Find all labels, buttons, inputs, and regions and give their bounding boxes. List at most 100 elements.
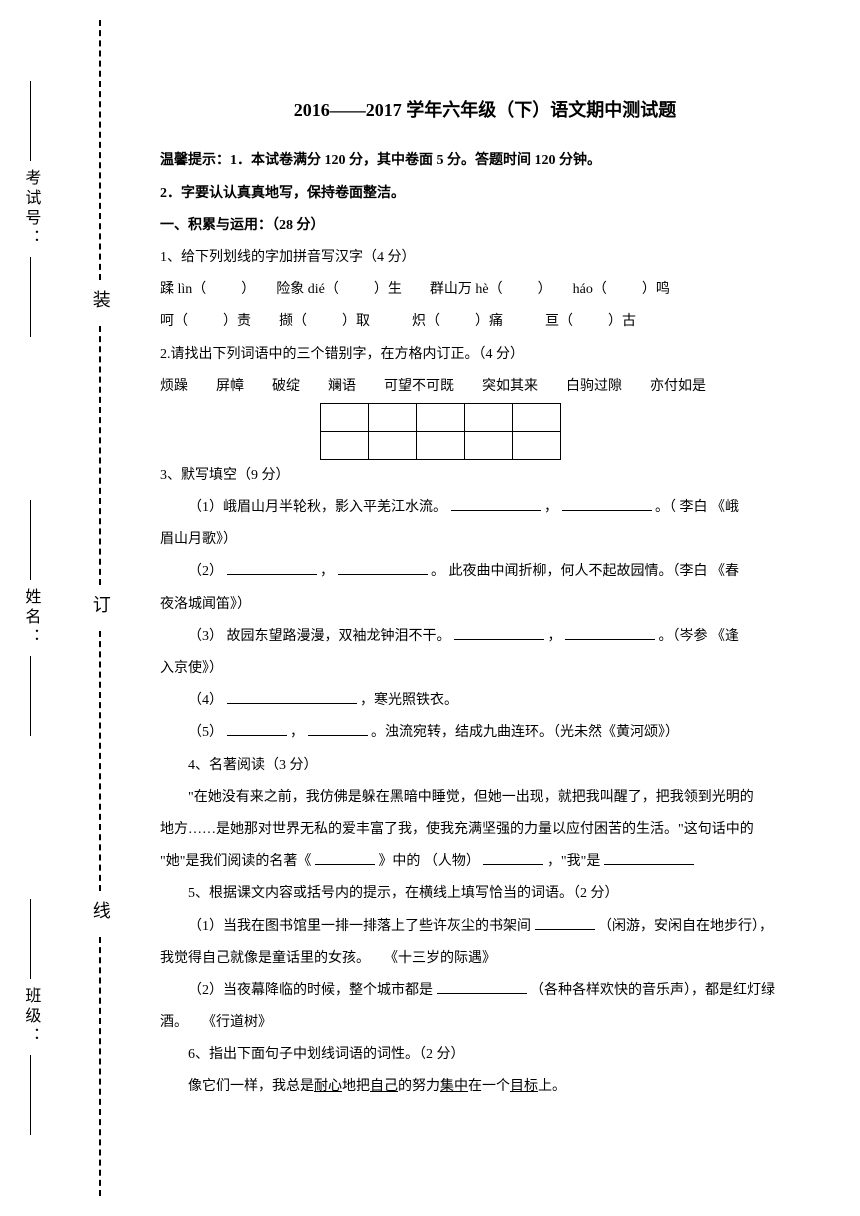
binding-bot: 线 — [79, 901, 120, 927]
q5-1b: （闲游，安闲自在地步行）， — [598, 919, 773, 934]
side-line — [30, 1055, 31, 1135]
blank — [315, 848, 375, 865]
tip-2: 2．字要认认真真地写，保持卷面整洁。 — [160, 178, 810, 210]
q3-4a: （4） — [188, 693, 223, 708]
blank — [308, 720, 368, 737]
correction-table — [320, 403, 561, 460]
q1-l2c: ）取 炽（ — [342, 314, 440, 329]
q1-blank — [506, 282, 534, 297]
q1-l2e: ）古 — [608, 314, 636, 329]
side-line — [30, 500, 31, 580]
q4-pc: "她"是我们阅读的名著《 — [160, 854, 311, 869]
q5-2: （2）当夜幕降临的时候，整个城市都是 （各种各样欢快的音乐声），都是红灯绿 — [160, 975, 810, 1007]
exam-num-text: 考试号： — [12, 169, 49, 249]
q3-stem: 3、默写填空（9 分） — [160, 460, 810, 492]
q1-l2d: ）痛 亘（ — [475, 314, 573, 329]
q5-1c: 我觉得自己就像是童话里的女孩。 《十三岁的际遇》 — [160, 943, 810, 975]
q3-5b: ， — [290, 725, 304, 740]
q1-blank — [192, 314, 220, 329]
q1-line1: 蹂 lìn（ ） 险象 dié（ ）生 群山万 hè（ ） háo（ ）鸣 — [160, 274, 810, 306]
q3-3b: ， — [548, 629, 562, 644]
q6-h: 目标 — [510, 1079, 538, 1094]
q3-4b: ，寒光照铁衣。 — [360, 693, 458, 708]
q1-l2a: 呵（ — [160, 314, 188, 329]
tip-1: 温馨提示：1．本试卷满分 120 分，其中卷面 5 分。答题时间 120 分钟。 — [160, 145, 810, 177]
q1-blank — [444, 314, 472, 329]
q4-stem: 4、名著阅读（3 分） — [160, 750, 810, 782]
q3-1c: 。（ 李白 《峨 — [655, 500, 739, 515]
q1-line2: 呵（ ）责 撷（ ）取 炽（ ）痛 亘（ ）古 — [160, 306, 810, 338]
blank — [227, 687, 357, 704]
q6-c: 地把 — [342, 1079, 370, 1094]
blank — [451, 494, 541, 511]
binding-line: 装 订 线 — [70, 20, 130, 1196]
q1-blank — [311, 314, 339, 329]
class-text: 班级： — [12, 987, 49, 1047]
binding-seg — [99, 20, 101, 280]
side-labels-column: 考试号： 姓名： 班级： — [15, 0, 45, 1216]
q4-pd: 》中的 （人物） — [378, 854, 480, 869]
dashed — [99, 631, 101, 891]
class-label: 班级： — [12, 891, 49, 1143]
q1-l1b: ） 险象 dié（ — [241, 282, 339, 297]
dashed — [99, 20, 101, 280]
q4-pe: ，"我"是 — [547, 854, 600, 869]
q1-l1a: 蹂 lìn（ — [160, 282, 206, 297]
q5-stem: 5、根据课文内容或括号内的提示，在横线上填写恰当的词语。（2 分） — [160, 878, 810, 910]
q6-g: 在一个 — [468, 1079, 510, 1094]
q5-1: （1）当我在图书馆里一排一排落上了些许灰尘的书架间 （闲游，安闲自在地步行）， — [160, 911, 810, 943]
q3-3: （3） 故园东望路漫漫，双袖龙钟泪不干。 ， 。（岑参 《逢 — [160, 621, 810, 653]
binding-seg — [99, 937, 101, 1197]
q4-pa: "在她没有来之前，我仿佛是躲在黑暗中睡觉，但她一出现，就把我叫醒了，把我领到光明… — [160, 782, 810, 814]
q2-words: 烦躁 屏幛 破绽 斓语 可望不可既 突如其来 白驹过隙 亦付如是 — [160, 379, 706, 394]
q2-words-row: 烦躁 屏幛 破绽 斓语 可望不可既 突如其来 白驹过隙 亦付如是 — [160, 371, 810, 403]
blank — [227, 720, 287, 737]
q3-2c: 。 此夜曲中闻折柳，何人不起故园情。（李白 《春 — [431, 564, 739, 579]
q3-2: （2） ， 。 此夜曲中闻折柳，何人不起故园情。（李白 《春 — [160, 556, 810, 588]
q1-l1c: ）生 群山万 hè（ — [374, 282, 503, 297]
q6-f: 集中 — [440, 1079, 468, 1094]
blank — [565, 623, 655, 640]
q3-1b: ， — [544, 500, 558, 515]
q3-2b: ， — [320, 564, 334, 579]
q6-d: 自己 — [370, 1079, 398, 1094]
q3-2a: （2） — [188, 564, 223, 579]
q3-3d: 入京使》） — [160, 653, 810, 685]
q3-2d: 夜洛城闻笛》） — [160, 589, 810, 621]
q3-4: （4） ，寒光照铁衣。 — [160, 685, 810, 717]
blank — [437, 977, 527, 994]
side-line — [30, 656, 31, 736]
blank — [227, 559, 317, 576]
q1-blank — [210, 282, 238, 297]
blank — [604, 848, 694, 865]
q5-2c: 酒。 《行道树》 — [160, 1007, 810, 1039]
blank — [562, 494, 652, 511]
q1-stem: 1、给下列划线的字加拼音写汉字（4 分） — [160, 242, 810, 274]
q2-table-row — [160, 403, 810, 460]
dashed — [99, 326, 101, 586]
q1-blank — [610, 282, 638, 297]
side-line — [30, 81, 31, 161]
name-text: 姓名： — [12, 588, 49, 648]
q1-blank — [577, 314, 605, 329]
q6-e: 的努力 — [398, 1079, 440, 1094]
side-line — [30, 899, 31, 979]
q6-stem: 6、指出下面句子中划线词语的词性。（2 分） — [160, 1039, 810, 1071]
q3-3c: 。（岑参 《逢 — [659, 629, 740, 644]
q3-5: （5） ， 。浊流宛转，结成九曲连环。（光未然《黄河颂》） — [160, 717, 810, 749]
section1-heading: 一、积累与运用：（28 分） — [160, 210, 810, 242]
q6-sentence: 像它们一样，我总是耐心地把自己的努力集中在一个目标上。 — [160, 1071, 810, 1103]
blank — [338, 559, 428, 576]
q4-pc-line: "她"是我们阅读的名著《 》中的 （人物） ，"我"是 — [160, 846, 810, 878]
binding-mid: 订 — [79, 595, 120, 621]
q3-1d: 眉山月歌》） — [160, 524, 810, 556]
q1-l1e: ）鸣 — [642, 282, 670, 297]
q3-5a: （5） — [188, 725, 223, 740]
q3-1: （1）峨眉山月半轮秋，影入平羌江水流。 ， 。（ 李白 《峨 — [160, 492, 810, 524]
q5-2a: （2）当夜幕降临的时候，整个城市都是 — [188, 983, 433, 998]
blank — [454, 623, 544, 640]
binding-top: 装 — [79, 290, 120, 316]
binding-seg — [99, 326, 101, 586]
q5-2b: （各种各样欢快的音乐声），都是红灯绿 — [530, 983, 775, 998]
blank — [535, 913, 595, 930]
